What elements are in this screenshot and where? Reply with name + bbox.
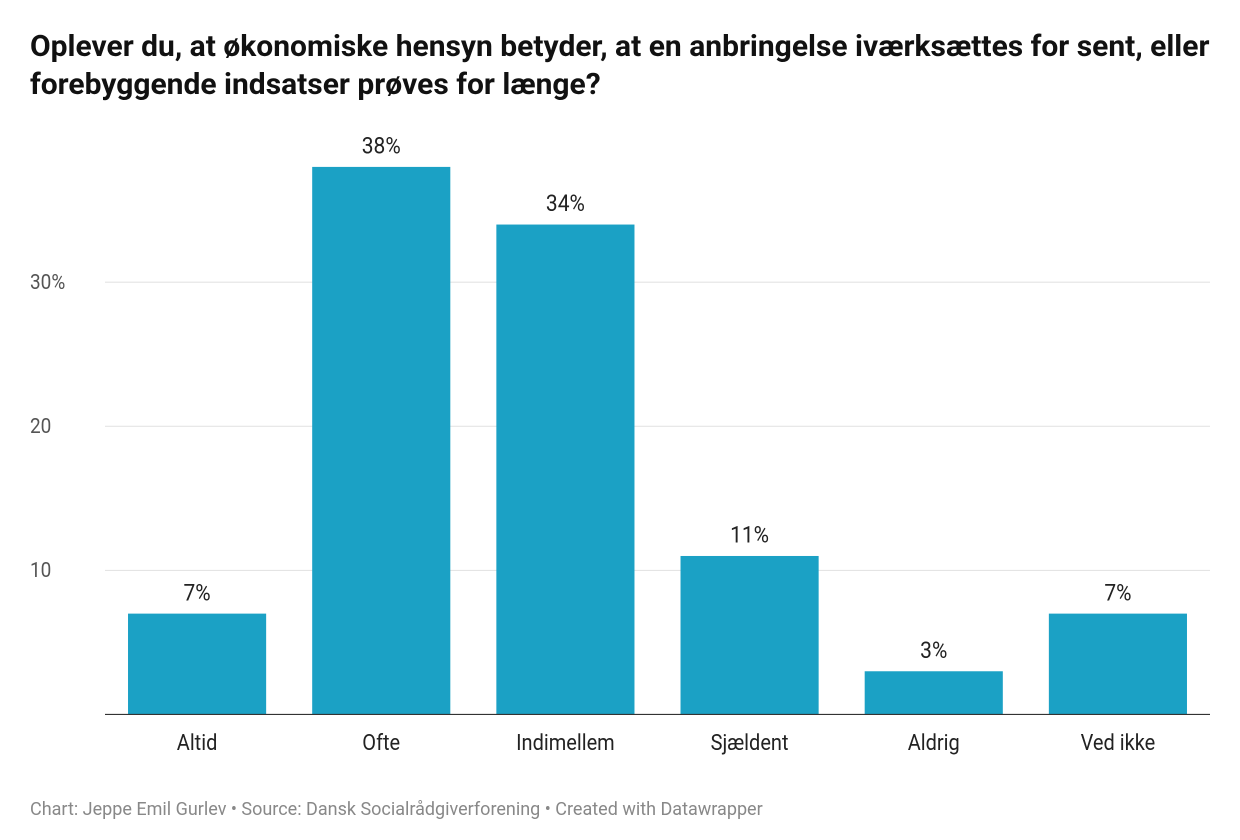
bar <box>681 556 819 715</box>
bar-chart-svg: 10 20 30% 7% Altid 38% Ofte 34% Indimellem 11% Sjæ… <box>30 127 1210 781</box>
x-tick-label: Altid <box>177 730 218 756</box>
y-tick-label: 20 <box>30 413 51 438</box>
y-tick-label: 10 <box>30 557 51 582</box>
bar-value-label: 11% <box>730 522 769 549</box>
x-tick-label: Ved ikke <box>1081 730 1156 756</box>
bar-value-label: 34% <box>546 190 585 217</box>
chart-container: Oplever du, at økonomiske hensyn betyder… <box>0 0 1240 840</box>
x-tick-label: Indimellem <box>516 730 615 756</box>
bar-value-label: 38% <box>362 133 401 160</box>
x-tick-label: Aldrig <box>908 730 960 756</box>
chart-title: Oplever du, at økonomiske hensyn betyder… <box>30 28 1210 103</box>
bar <box>1049 614 1187 715</box>
x-tick-label: Ofte <box>362 730 400 756</box>
y-tick-label: 30% <box>30 269 65 294</box>
bar <box>128 614 266 715</box>
bar <box>865 671 1003 714</box>
chart-footer: Chart: Jeppe Emil Gurlev • Source: Dansk… <box>30 799 1210 820</box>
x-tick-label: Sjældent <box>711 730 789 756</box>
chart-area: 10 20 30% 7% Altid 38% Ofte 34% Indimellem 11% Sjæ… <box>30 127 1210 781</box>
bar-value-label: 7% <box>183 579 210 606</box>
bar-value-label: 7% <box>1104 579 1131 606</box>
bar-value-label: 3% <box>920 637 947 664</box>
bar <box>496 225 634 715</box>
bar <box>312 167 450 715</box>
